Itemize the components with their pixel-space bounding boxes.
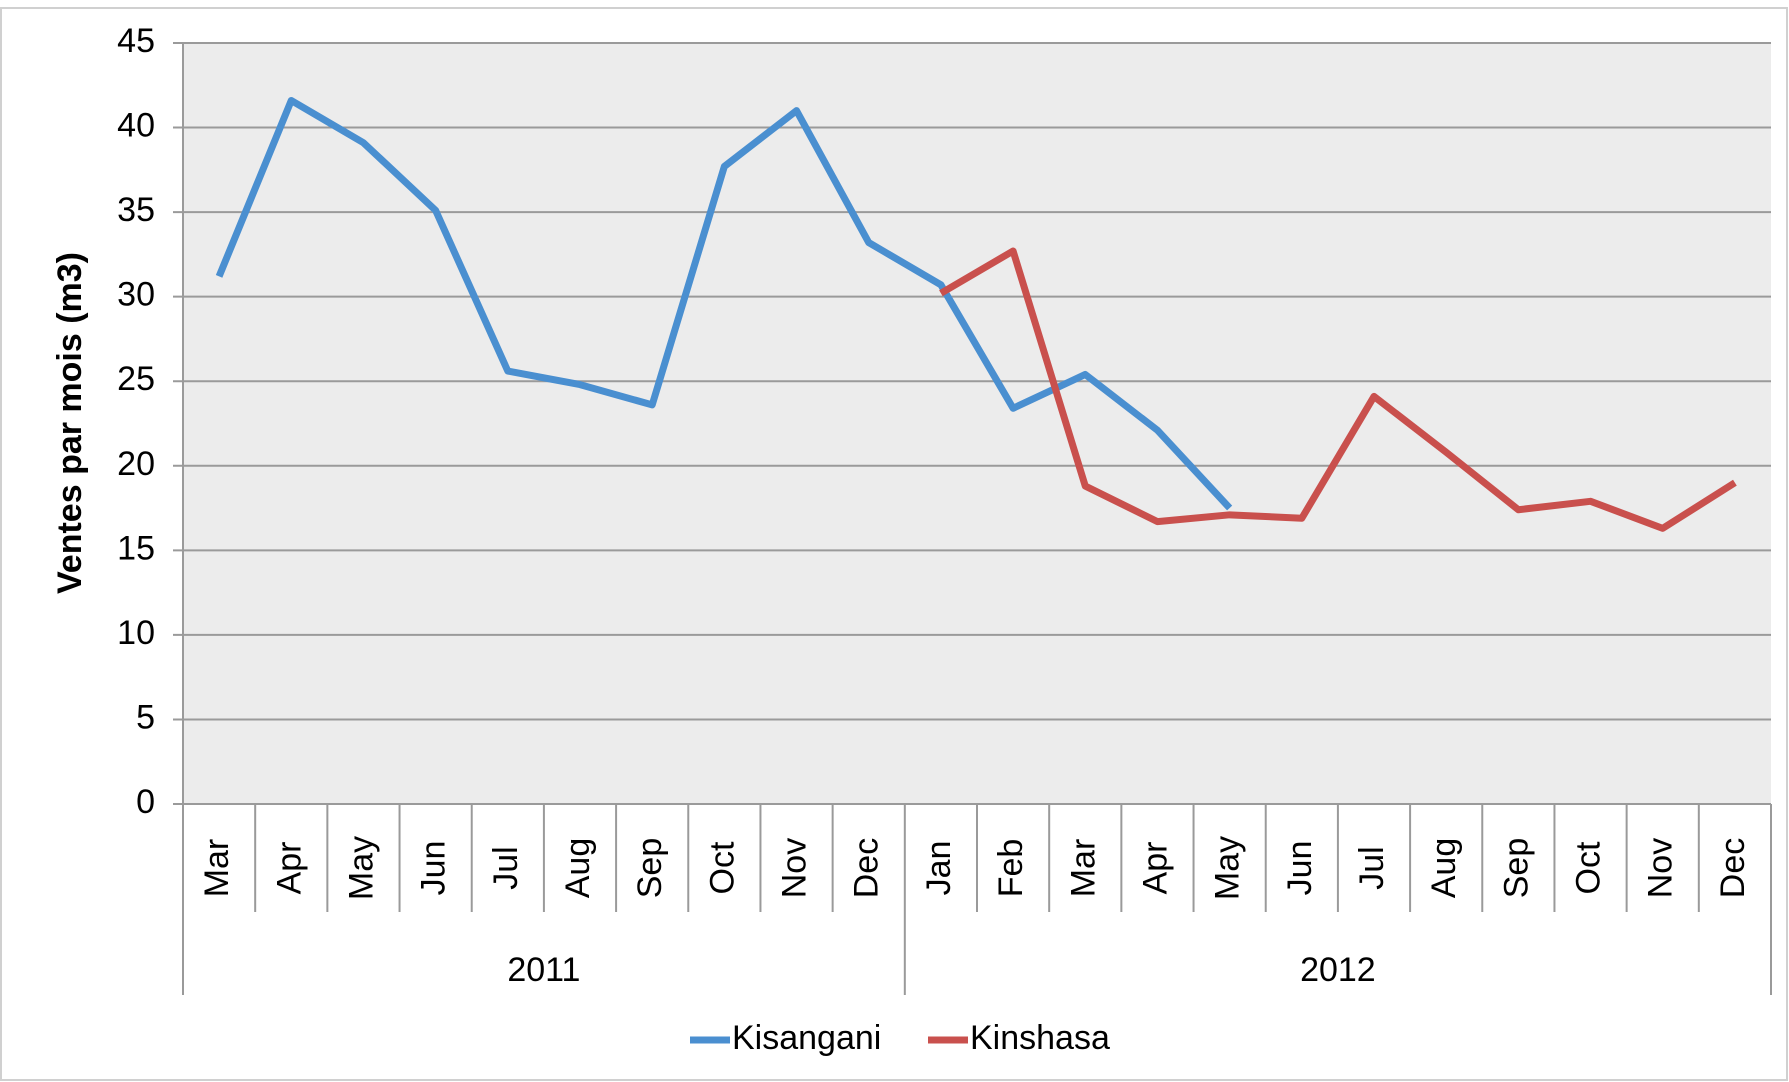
x-tick-label: May bbox=[342, 836, 380, 900]
x-tick-label: Dec bbox=[1714, 838, 1752, 898]
y-tick-label: 40 bbox=[117, 107, 155, 145]
series-line bbox=[939, 247, 1737, 532]
x-tick-label: Mar bbox=[1064, 839, 1102, 898]
y-tick-label: 0 bbox=[136, 783, 155, 821]
y-tick-label: 45 bbox=[117, 22, 155, 60]
series-line bbox=[215, 96, 1233, 511]
x-tick-label: Oct bbox=[703, 841, 741, 894]
y-tick-label: 5 bbox=[136, 698, 155, 736]
x-tick-label: May bbox=[1209, 836, 1247, 900]
x-tick-label: Oct bbox=[1570, 841, 1608, 894]
y-tick-label: 25 bbox=[117, 360, 155, 398]
x-tick-label: Sep bbox=[631, 838, 669, 899]
x-tick-label: Jul bbox=[1353, 846, 1391, 889]
x-tick-label: Dec bbox=[848, 838, 886, 898]
x-tick-label: Nov bbox=[776, 838, 814, 898]
group-label: 2012 bbox=[1300, 951, 1376, 989]
plot-area bbox=[183, 43, 1771, 804]
x-tick-label: Aug bbox=[559, 838, 597, 899]
y-tick-label: 20 bbox=[117, 445, 155, 483]
x-tick-label: Jul bbox=[487, 846, 525, 889]
x-tick-label: Aug bbox=[1425, 838, 1463, 899]
y-tick-label: 30 bbox=[117, 276, 155, 314]
legend-label: Kinshasa bbox=[970, 1019, 1110, 1057]
y-tick-label: 10 bbox=[117, 614, 155, 652]
x-tick-label: Feb bbox=[992, 839, 1030, 898]
x-tick-label: Sep bbox=[1497, 838, 1535, 899]
x-tick-label: Jan bbox=[920, 841, 958, 896]
x-tick-label: Apr bbox=[270, 842, 308, 895]
y-tick-label: 35 bbox=[117, 191, 155, 229]
x-tick-label: Mar bbox=[198, 839, 236, 898]
x-tick-label: Apr bbox=[1136, 842, 1174, 895]
y-tick-label: 15 bbox=[117, 529, 155, 567]
y-axis-title: Ventes par mois (m3) bbox=[51, 252, 89, 594]
legend-label: Kisangani bbox=[732, 1019, 881, 1057]
x-tick-label: Jun bbox=[1281, 841, 1319, 896]
x-tick-label: Nov bbox=[1642, 838, 1680, 898]
x-tick-label: Jun bbox=[415, 841, 453, 896]
group-label: 2011 bbox=[507, 951, 580, 989]
